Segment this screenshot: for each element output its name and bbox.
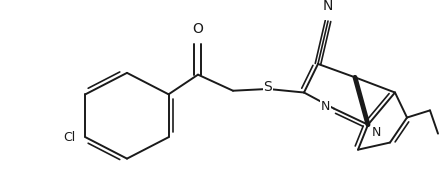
Text: N: N: [321, 100, 330, 113]
Text: S: S: [264, 80, 272, 94]
Text: N: N: [372, 126, 381, 139]
Text: N: N: [323, 0, 333, 13]
Text: O: O: [193, 22, 203, 36]
Text: Cl: Cl: [63, 131, 75, 144]
